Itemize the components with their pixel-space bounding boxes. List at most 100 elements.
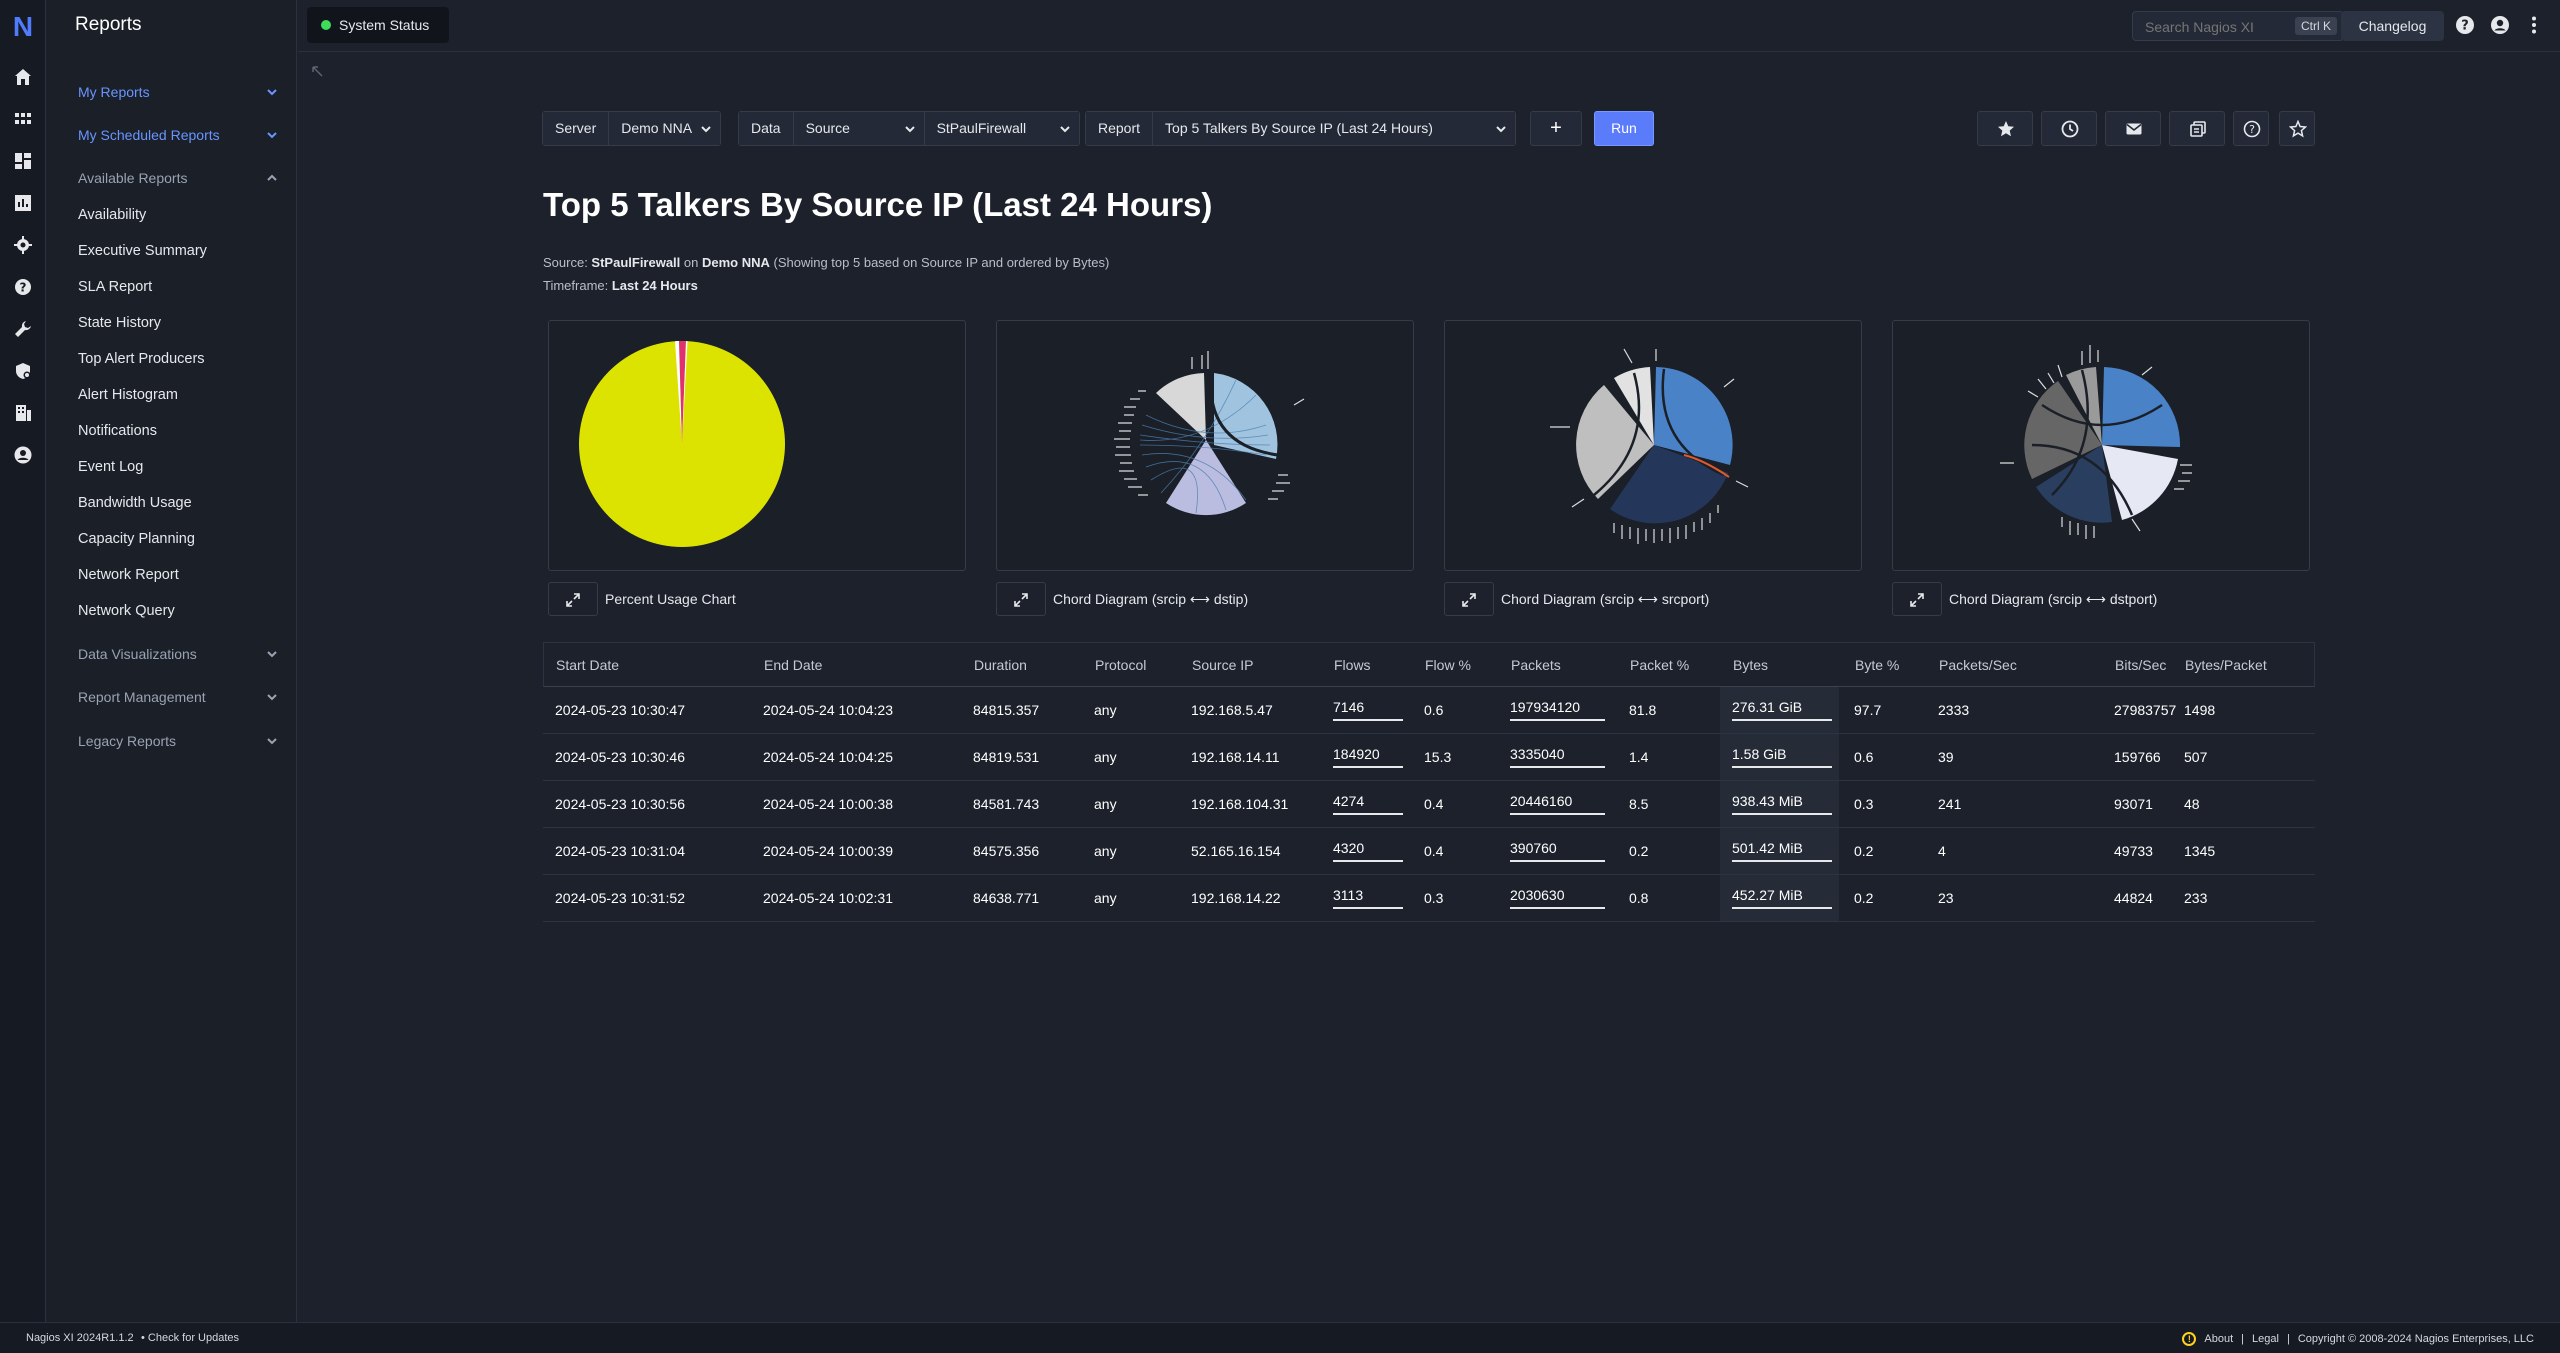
- reports-chart-icon[interactable]: [13, 193, 33, 213]
- help-icon[interactable]: ?: [2455, 15, 2475, 35]
- server-select[interactable]: Demo NNA: [609, 112, 721, 145]
- apps-grid-icon[interactable]: [13, 109, 33, 129]
- cell-flows[interactable]: 184920: [1333, 746, 1403, 768]
- cell-flows-link[interactable]: 3113: [1333, 887, 1403, 909]
- help-icon[interactable]: ?: [13, 277, 33, 297]
- column-header-duration[interactable]: Duration: [974, 657, 1027, 673]
- cell-flows-link[interactable]: 4274: [1333, 793, 1403, 815]
- column-header-bytes-per-packet[interactable]: Bytes/Packet: [2185, 657, 2267, 673]
- column-header-packets[interactable]: Packets: [1511, 657, 1561, 673]
- cell-flows[interactable]: 4274: [1333, 793, 1403, 815]
- building-icon[interactable]: [13, 403, 33, 423]
- cell-packets[interactable]: 20446160: [1510, 793, 1605, 815]
- favorite-button[interactable]: [1977, 111, 2033, 146]
- changelog-button[interactable]: Changelog: [2341, 11, 2444, 41]
- cell-packets[interactable]: 390760: [1510, 840, 1605, 862]
- nav-item-notifications[interactable]: Notifications: [78, 423, 157, 439]
- column-header-source-ip[interactable]: Source IP: [1192, 657, 1254, 673]
- column-header-packets-per-sec[interactable]: Packets/Sec: [1939, 657, 2017, 673]
- column-header-end-date[interactable]: End Date: [764, 657, 823, 673]
- nav-item-event-log[interactable]: Event Log: [78, 459, 144, 475]
- nav-section-legacy-reports[interactable]: Legacy Reports: [78, 729, 278, 753]
- column-header-start-date[interactable]: Start Date: [556, 657, 620, 673]
- legal-link[interactable]: Legal: [2252, 1333, 2279, 1345]
- cell-flows-link[interactable]: 184920: [1333, 746, 1403, 768]
- nav-item-availability[interactable]: Availability: [78, 207, 147, 223]
- nav-item-sla-report[interactable]: SLA Report: [78, 279, 153, 295]
- cell-bytes[interactable]: 938.43 MiB: [1732, 793, 1832, 815]
- gear-icon[interactable]: [13, 235, 33, 255]
- cell-packets[interactable]: 2030630: [1510, 887, 1605, 909]
- nav-item-executive-summary[interactable]: Executive Summary: [78, 243, 207, 259]
- cell-bytes-link[interactable]: 501.42 MiB: [1732, 840, 1832, 862]
- column-header-bytes[interactable]: Bytes: [1733, 657, 1769, 673]
- nav-section-data-visualizations[interactable]: Data Visualizations: [78, 642, 278, 666]
- column-header-flow-pct[interactable]: Flow %: [1425, 657, 1471, 673]
- report-select[interactable]: Top 5 Talkers By Source IP (Last 24 Hour…: [1153, 112, 1516, 145]
- search-input[interactable]: [2145, 18, 2285, 36]
- cell-bytes-link[interactable]: 276.31 GiB: [1732, 699, 1832, 721]
- cell-packets-link[interactable]: 197934120: [1510, 699, 1605, 721]
- more-menu-icon[interactable]: [2524, 15, 2544, 35]
- system-status-button[interactable]: System Status: [307, 7, 449, 43]
- cell-packets-link[interactable]: 20446160: [1510, 793, 1605, 815]
- nav-section-my-reports[interactable]: My Reports: [78, 80, 278, 104]
- collapse-arrow-icon[interactable]: [310, 64, 324, 78]
- warning-icon[interactable]: !: [2182, 1332, 2197, 1346]
- export-button[interactable]: [2169, 111, 2225, 146]
- check-updates-link[interactable]: • Check for Updates: [141, 1332, 240, 1344]
- schedule-button[interactable]: [2041, 111, 2097, 146]
- cell-bytes-link[interactable]: 452.27 MiB: [1732, 887, 1832, 909]
- column-header-packet-pct[interactable]: Packet %: [1630, 657, 1690, 673]
- expand-percent-usage-button[interactable]: [548, 582, 598, 616]
- report-help-button[interactable]: ?: [2233, 111, 2269, 146]
- cell-flows[interactable]: 4320: [1333, 840, 1403, 862]
- search-box[interactable]: Ctrl K: [2132, 11, 2344, 41]
- data-type-select[interactable]: Source: [793, 112, 924, 145]
- user-circle-icon[interactable]: [13, 445, 33, 465]
- nagios-logo[interactable]: N: [12, 11, 34, 42]
- nav-item-network-query[interactable]: Network Query: [78, 603, 175, 619]
- cell-bytes-link[interactable]: 938.43 MiB: [1732, 793, 1832, 815]
- cell-bytes[interactable]: 501.42 MiB: [1732, 840, 1832, 862]
- nav-item-top-alert-producers[interactable]: Top Alert Producers: [78, 351, 205, 367]
- nav-item-capacity-planning[interactable]: Capacity Planning: [78, 531, 195, 547]
- nav-item-state-history[interactable]: State History: [78, 315, 161, 331]
- run-button[interactable]: Run: [1594, 111, 1654, 146]
- column-header-flows[interactable]: Flows: [1334, 657, 1371, 673]
- data-source-select[interactable]: StPaulFirewall: [923, 112, 1079, 145]
- cell-flows-link[interactable]: 7146: [1333, 699, 1403, 721]
- about-link[interactable]: About: [2204, 1333, 2234, 1345]
- cell-flows[interactable]: 3113: [1333, 887, 1403, 909]
- pin-button[interactable]: [2279, 111, 2315, 146]
- wrench-icon[interactable]: [13, 319, 33, 339]
- cell-packets[interactable]: 3335040: [1510, 746, 1605, 768]
- nav-section-my-scheduled-reports[interactable]: My Scheduled Reports: [78, 123, 278, 147]
- cell-packets-link[interactable]: 390760: [1510, 840, 1605, 862]
- nav-item-alert-histogram[interactable]: Alert Histogram: [78, 387, 178, 403]
- expand-chord-dstip-button[interactable]: [996, 582, 1046, 616]
- add-report-button[interactable]: +: [1530, 111, 1582, 146]
- user-account-icon[interactable]: [2490, 15, 2510, 35]
- shield-gear-icon[interactable]: [13, 361, 33, 381]
- cell-bytes-link[interactable]: 1.58 GiB: [1732, 746, 1832, 768]
- nav-section-available-reports[interactable]: Available Reports: [78, 166, 278, 190]
- cell-flows[interactable]: 7146: [1333, 699, 1403, 721]
- cell-flows-link[interactable]: 4320: [1333, 840, 1403, 862]
- home-icon[interactable]: [13, 67, 33, 87]
- column-header-bits-per-sec[interactable]: Bits/Sec: [2115, 657, 2167, 673]
- cell-bytes[interactable]: 452.27 MiB: [1732, 887, 1832, 909]
- dashboard-icon[interactable]: [13, 151, 33, 171]
- cell-packets[interactable]: 197934120: [1510, 699, 1605, 721]
- cell-packets-link[interactable]: 3335040: [1510, 746, 1605, 768]
- cell-bytes[interactable]: 1.58 GiB: [1732, 746, 1832, 768]
- email-button[interactable]: [2105, 111, 2161, 146]
- cell-packets-link[interactable]: 2030630: [1510, 887, 1605, 909]
- expand-chord-dstport-button[interactable]: [1892, 582, 1942, 616]
- expand-chord-srcport-button[interactable]: [1444, 582, 1494, 616]
- cell-bytes[interactable]: 276.31 GiB: [1732, 699, 1832, 721]
- nav-item-network-report[interactable]: Network Report: [78, 567, 179, 583]
- column-header-byte-pct[interactable]: Byte %: [1855, 657, 1900, 673]
- nav-item-bandwidth-usage[interactable]: Bandwidth Usage: [78, 495, 192, 511]
- nav-section-report-management[interactable]: Report Management: [78, 685, 278, 709]
